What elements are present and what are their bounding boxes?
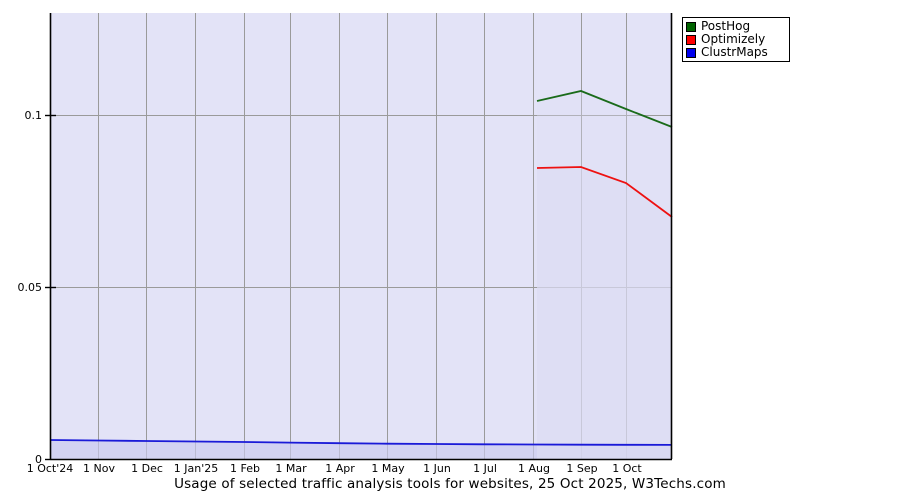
x-tick-label-7: 1 May bbox=[371, 462, 405, 475]
y-tick-label-0: 0 bbox=[35, 453, 42, 466]
x-tick-label-4: 1 Feb bbox=[230, 462, 260, 475]
x-tick-label-0: 1 Oct'24 bbox=[27, 462, 74, 475]
x-tick-label-12: 1 Oct bbox=[612, 462, 642, 475]
legend-label-optimizely: Optimizely bbox=[701, 32, 766, 46]
chart-legend: PostHog Optimizely ClustrMaps bbox=[682, 17, 790, 62]
x-tick-label-10: 1 Aug bbox=[518, 462, 550, 475]
x-tick-label-2: 1 Dec bbox=[131, 462, 163, 475]
y-tick-label-005: 0.05 bbox=[18, 281, 43, 294]
x-tick-label-11: 1 Sep bbox=[566, 462, 597, 475]
legend-swatch-clustrmaps-icon bbox=[686, 47, 696, 58]
x-tick-label-1: 1 Nov bbox=[83, 462, 115, 475]
x-tick-label-3: 1 Jan'25 bbox=[174, 462, 218, 475]
x-tick-label-8: 1 Jun bbox=[423, 462, 451, 475]
series-area-optimizely bbox=[537, 167, 672, 459]
legend-swatch-optimizely-icon bbox=[686, 34, 696, 45]
legend-item-optimizely: Optimizely bbox=[686, 33, 784, 46]
series-line-clustrmaps bbox=[49, 439, 673, 446]
legend-label-posthog: PostHog bbox=[701, 19, 751, 33]
chart-caption: Usage of selected traffic analysis tools… bbox=[174, 476, 726, 492]
series-area-posthog bbox=[537, 91, 672, 459]
y-tick-label-01: 0.1 bbox=[25, 109, 43, 122]
legend-swatch-posthog-icon bbox=[686, 21, 696, 32]
series-line-posthog bbox=[536, 90, 673, 128]
legend-item-posthog: PostHog bbox=[686, 20, 784, 33]
x-tick-label-9: 1 Jul bbox=[473, 462, 497, 475]
legend-label-clustrmaps: ClustrMaps bbox=[701, 45, 768, 59]
series-line-optimizely bbox=[536, 166, 673, 218]
x-tick-label-6: 1 Apr bbox=[325, 462, 355, 475]
legend-item-clustrmaps: ClustrMaps bbox=[686, 46, 784, 59]
y-tick-marks bbox=[45, 114, 56, 461]
x-tick-label-5: 1 Mar bbox=[275, 462, 307, 475]
